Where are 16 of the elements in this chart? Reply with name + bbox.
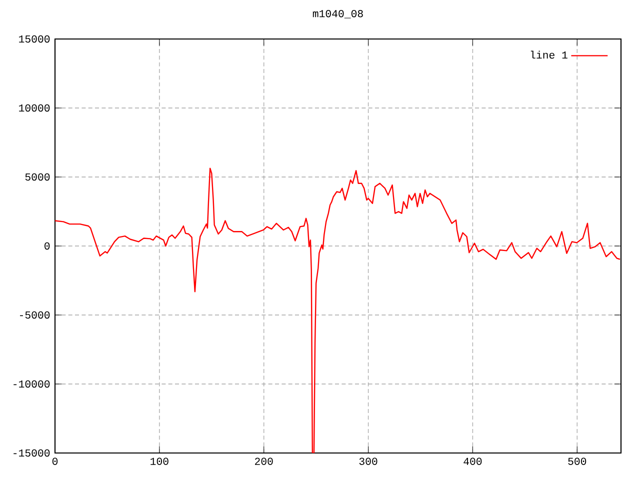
x-tick-label: 300 [359,458,378,465]
x-tick-label: 400 [464,458,482,465]
y-tick-label: -15000 [14,449,50,457]
y-tick-label: -10000 [14,380,50,388]
y-tick-label: 15000 [19,35,50,43]
x-tick-label: 100 [150,458,168,465]
y-tick-label: 10000 [19,104,50,112]
y-tick-label: -5000 [20,311,50,319]
legend-label: line 1 [530,50,568,59]
line-series [55,168,621,453]
x-tick-label: 500 [568,458,586,465]
chart-title: m1040_08 [312,10,363,18]
x-tick-label: 0 [52,458,58,465]
x-tick-label: 200 [255,458,273,465]
y-tick-label: 0 [44,242,50,250]
y-tick-label: 5000 [25,173,50,181]
